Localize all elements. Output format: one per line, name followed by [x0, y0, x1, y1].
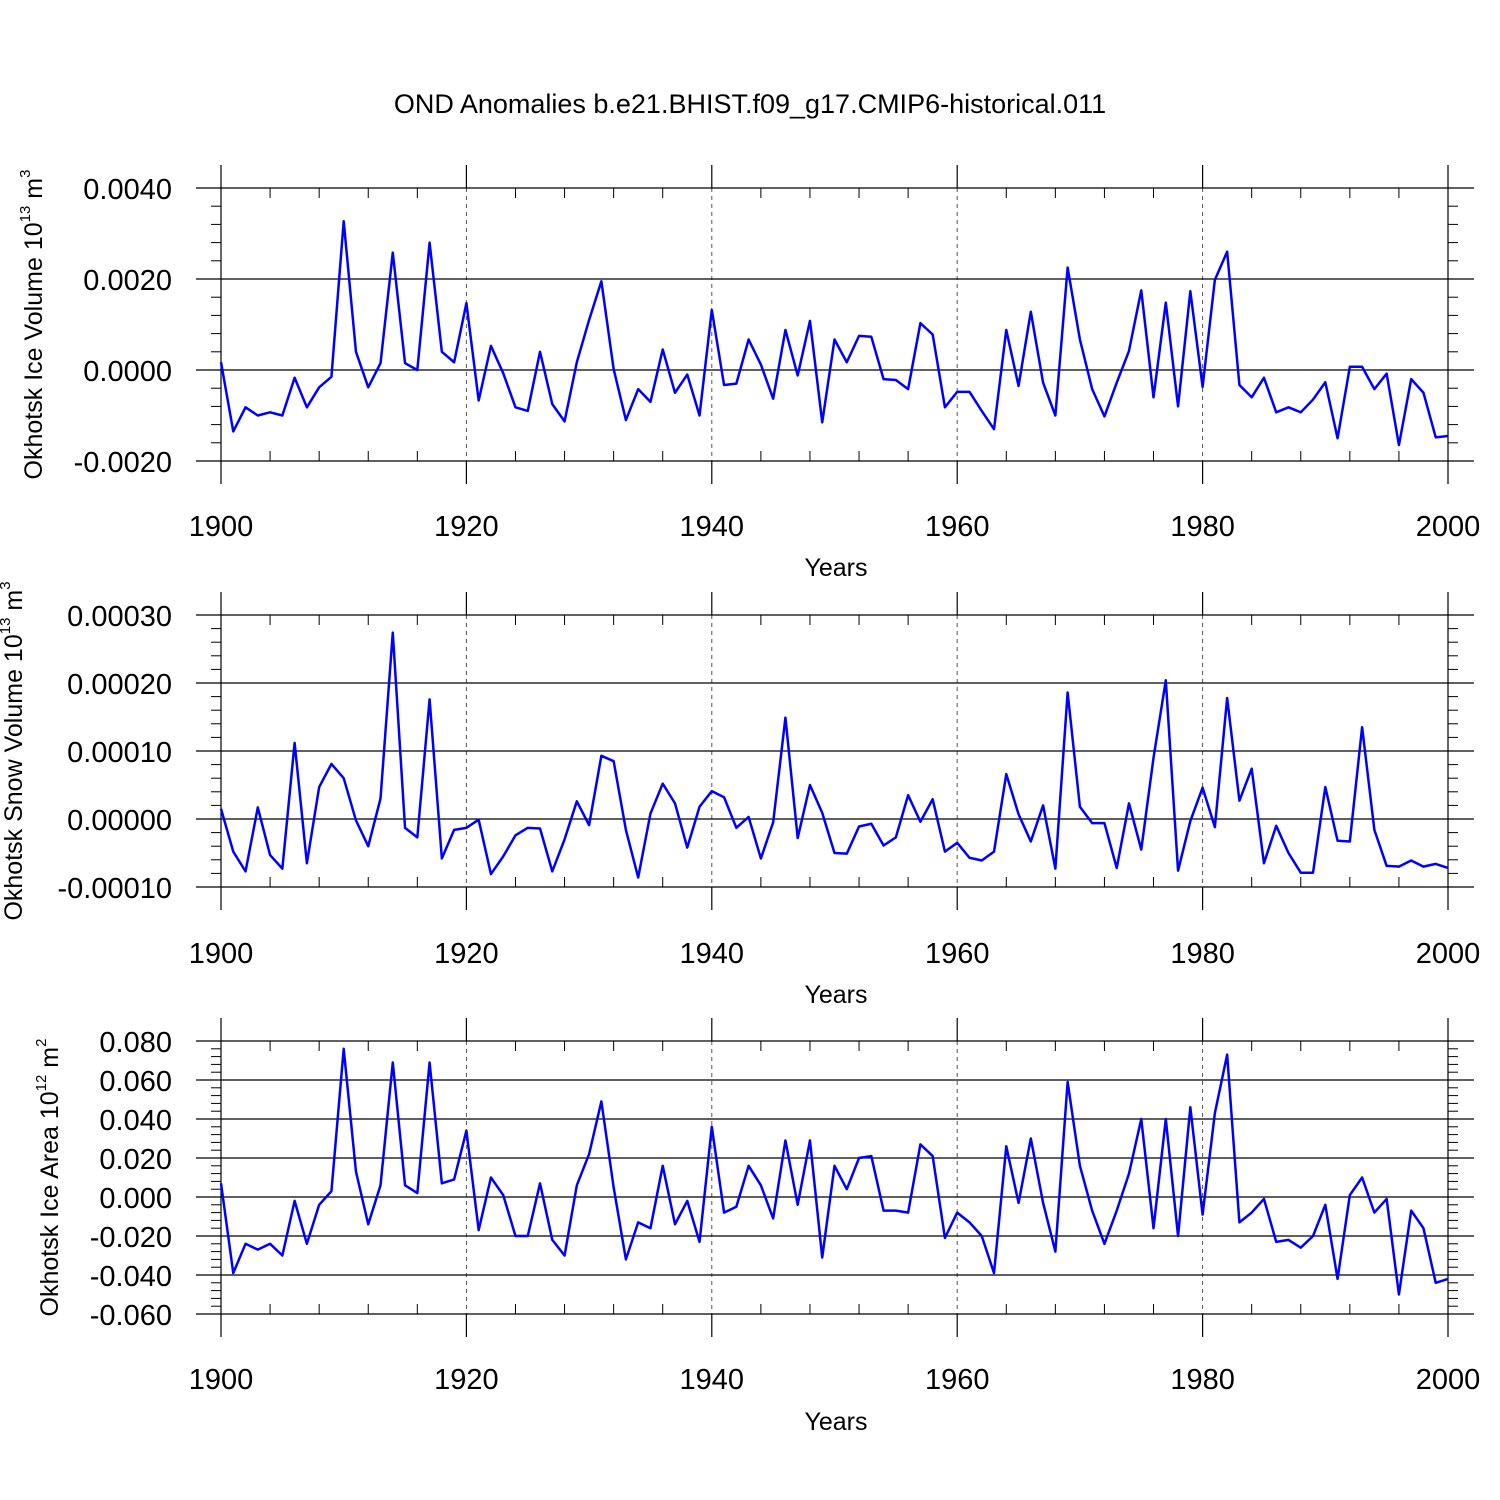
y-tick-label: -0.0020: [74, 447, 172, 479]
chart-panel-ice-area: 1900 1920 1940 1960 1980 2000 -0.060 -0.040 -0.0…: [33, 1018, 1480, 1436]
y-tick-label: 0.0000: [83, 356, 172, 388]
y-tick-label: 0.020: [99, 1144, 172, 1176]
y-tick-label: 0.060: [99, 1066, 172, 1098]
y-axis-title-exponent: 12: [33, 1075, 50, 1092]
y-axis-title-text: Okhotsk Snow Volume 10: [0, 634, 28, 920]
x-tick-label: 1920: [434, 938, 499, 970]
y-axis-title-unit: m: [0, 590, 28, 618]
y-axis-title-text: Okhotsk Ice Volume 10: [20, 222, 48, 479]
x-tick-label: 1960: [925, 511, 990, 543]
y-axis-title-unit-exponent: 3: [0, 581, 14, 589]
x-axis-title: Years: [804, 1408, 867, 1436]
x-tick-label: 2000: [1416, 1364, 1481, 1396]
x-tick-label: 1980: [1170, 938, 1235, 970]
x-tick-label: 2000: [1416, 511, 1481, 543]
x-tick-label: 1920: [434, 511, 499, 543]
y-tick-label: -0.00010: [58, 873, 173, 905]
x-tick-label: 1900: [189, 511, 254, 543]
y-axis-title: Okhotsk Snow Volume 1013 m3: [0, 581, 28, 920]
x-tick-label: 1940: [680, 511, 745, 543]
y-axis-title-unit-exponent: 2: [33, 1039, 50, 1047]
y-axis-title: Okhotsk Ice Area 1012 m2: [33, 1039, 64, 1317]
y-axis-title-text: Okhotsk Ice Area 10: [36, 1091, 64, 1316]
y-axis-title-exponent: 13: [0, 618, 14, 635]
y-tick-label: 0.080: [99, 1027, 172, 1059]
x-tick-label: 2000: [1416, 938, 1481, 970]
series-line-snow-volume: [219, 631, 1449, 879]
y-axis-title: Okhotsk Ice Volume 1013 m3: [17, 170, 48, 480]
x-tick-label: 1900: [189, 938, 254, 970]
y-axis-title-unit: m: [36, 1047, 64, 1075]
x-tick-label: 1960: [925, 1364, 990, 1396]
chart-panel-ice-volume: 1900 1920 1940 1960 1980 2000 -0.0020 0.0000 0.0…: [17, 165, 1480, 582]
figure-title: OND Anomalies b.e21.BHIST.f09_g17.CMIP6-…: [394, 89, 1106, 119]
series-line-ice-area: [219, 1047, 1449, 1296]
y-tick-label: 0.00010: [67, 737, 172, 769]
y-tick-label: -0.020: [90, 1222, 172, 1254]
y-tick-label: 0.00000: [67, 805, 172, 837]
y-tick-label: 0.00030: [67, 601, 172, 633]
y-tick-label: 0.040: [99, 1105, 172, 1137]
y-tick-label: 0.0020: [83, 265, 172, 297]
y-tick-label: 0.00020: [67, 669, 172, 701]
y-tick-label: 0.0040: [83, 174, 172, 206]
y-tick-label: -0.040: [90, 1261, 172, 1293]
x-tick-label: 1940: [680, 938, 745, 970]
x-tick-label: 1980: [1170, 511, 1235, 543]
y-axis-title-exponent: 13: [17, 206, 34, 223]
x-axis-title: Years: [804, 554, 867, 582]
x-axis-title: Years: [804, 981, 867, 1009]
y-tick-label: 0.000: [99, 1183, 172, 1215]
x-tick-label: 1980: [1170, 1364, 1235, 1396]
y-tick-label: -0.060: [90, 1300, 172, 1332]
chart-panel-snow-volume: 1900 1920 1940 1960 1980 2000 -0.00010 0.00000 0…: [0, 581, 1480, 1009]
x-tick-label: 1940: [680, 1364, 745, 1396]
y-axis-title-unit-exponent: 3: [17, 170, 34, 178]
series-line-ice-volume: [219, 219, 1449, 447]
chart-panels: 1900 1920 1940 1960 1980 2000 -0.0020 0.0000 0.0…: [0, 165, 1480, 1436]
x-tick-label: 1920: [434, 1364, 499, 1396]
x-tick-label: 1960: [925, 938, 990, 970]
y-axis-title-unit: m: [20, 178, 48, 206]
x-tick-label: 1900: [189, 1364, 254, 1396]
